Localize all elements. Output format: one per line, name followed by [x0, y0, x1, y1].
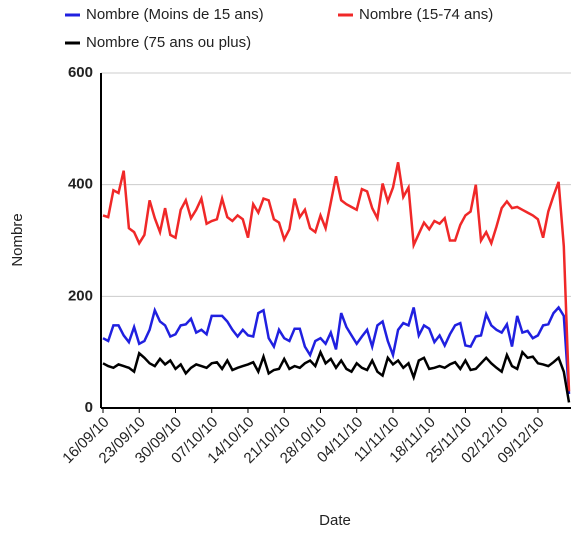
y-axis-label: Nombre	[9, 213, 26, 266]
legend-label: Nombre (15-74 ans)	[359, 6, 493, 23]
series-line	[102, 162, 571, 392]
y-tick-label: 600	[68, 64, 93, 81]
y-tick-label: 200	[68, 287, 93, 304]
legend-label: Nombre (75 ans ou plus)	[86, 34, 251, 51]
legend-label: Nombre (Moins de 15 ans)	[86, 6, 264, 23]
x-axis-label: Date	[319, 512, 351, 529]
y-tick-label: 400	[68, 176, 93, 193]
series-line	[102, 348, 571, 403]
series-line	[102, 305, 571, 395]
y-tick-label: 0	[85, 399, 93, 416]
